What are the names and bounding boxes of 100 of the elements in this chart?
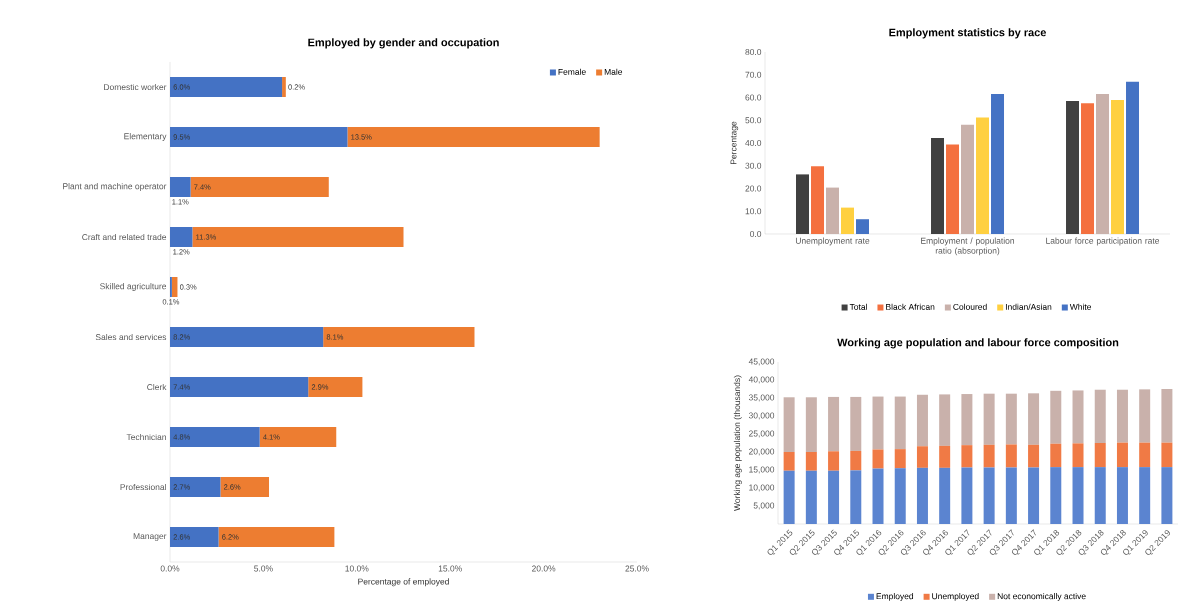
bar [170, 176, 191, 197]
legend-label: Coloured [953, 303, 987, 310]
x-tick-label: 0.0% [160, 565, 180, 572]
y-tick-label: 10.0 [745, 208, 762, 215]
bar [939, 445, 951, 468]
bar [946, 144, 960, 234]
bar [1094, 467, 1106, 524]
bar [1050, 443, 1062, 468]
y-tick-label: 20,000 [749, 448, 775, 456]
bar [1161, 389, 1173, 443]
bar [796, 174, 810, 234]
y-tick-label: 50.0 [745, 117, 762, 124]
bar [1139, 442, 1151, 468]
y-tick-label: 70.0 [745, 71, 762, 78]
bar [1081, 103, 1095, 234]
x-tick-label: Employment / population ratio (absorption) [921, 237, 1015, 256]
y-tick-label: 25,000 [749, 430, 775, 438]
legend-label: Unemployed [932, 592, 979, 601]
x-axis-title: Percentage of employed [358, 578, 449, 587]
y-tick-label: 60.0 [745, 94, 762, 101]
bar [856, 219, 870, 234]
bar [323, 327, 475, 347]
bar [1116, 389, 1128, 443]
bar [1094, 389, 1106, 443]
bar [1072, 443, 1084, 468]
bar [961, 467, 973, 524]
y-tick-label: Professional [120, 483, 166, 491]
y-tick-label: 45,000 [748, 358, 775, 366]
bar [805, 397, 817, 452]
y-tick-label: 80.0 [745, 49, 762, 55]
bar [916, 446, 928, 468]
bar [961, 445, 973, 468]
y-tick-label: 0.0 [750, 231, 762, 237]
y-tick-label: 15,000 [749, 466, 775, 474]
bar [1072, 390, 1084, 444]
bar [259, 427, 337, 447]
bar [170, 427, 260, 447]
bar [1005, 393, 1017, 445]
y-tick-label: 30,000 [748, 412, 775, 420]
y-tick-label: 30.0 [745, 162, 762, 169]
bar [192, 226, 404, 247]
bar [1066, 100, 1080, 234]
bar [894, 449, 906, 469]
bar [1116, 467, 1128, 524]
bar [1161, 442, 1173, 468]
legend-label: Total [849, 303, 867, 310]
bar [828, 396, 840, 452]
bar [170, 327, 324, 347]
y-tick-label: Sales and services [95, 333, 167, 341]
bar [850, 396, 862, 451]
bar [1028, 467, 1040, 524]
bar [1116, 442, 1128, 468]
chart-title: Employment statistics by race [889, 28, 1046, 39]
x-tick-label: 25.0% [625, 565, 649, 572]
legend-label: Not economically active [997, 592, 1086, 601]
bar [828, 451, 840, 471]
legend-label: Female [558, 68, 586, 75]
bar [282, 76, 286, 97]
bar [983, 467, 995, 524]
y-axis-title: Working age population (thousands) [733, 375, 742, 511]
bar [1028, 444, 1040, 468]
y-tick-label: Domestic worker [104, 83, 167, 91]
bar [850, 470, 862, 524]
x-tick-label: 5.0% [254, 565, 273, 572]
bar [1094, 443, 1106, 468]
y-tick-label: 40,000 [748, 376, 775, 384]
bar [805, 452, 817, 471]
chart-title: Employed by gender and occupation [308, 38, 499, 49]
bar [170, 76, 283, 97]
bar [894, 468, 906, 524]
y-tick-label: Craft and related trade [82, 233, 167, 241]
bar [961, 394, 973, 446]
legend-label: White [1069, 303, 1092, 310]
bar [1139, 467, 1151, 524]
y-axis-title: Percentage [730, 121, 739, 164]
bar [894, 396, 906, 450]
bar [170, 226, 193, 247]
bar [850, 450, 862, 471]
bar [828, 470, 840, 524]
bar [872, 449, 884, 469]
bar [220, 477, 270, 497]
bar [872, 468, 884, 524]
bar [1028, 393, 1040, 445]
chart-title: Working age population and labour force composition [837, 338, 1119, 349]
y-tick-label: 40.0 [745, 140, 762, 146]
y-tick-label: Clerk [147, 383, 167, 391]
x-tick-label: 10.0% [345, 565, 369, 572]
bar [1096, 94, 1110, 234]
bar [308, 377, 363, 397]
bar [783, 397, 795, 452]
bar [170, 126, 348, 147]
y-tick-label: Manager [133, 533, 167, 541]
bar [939, 394, 951, 446]
bar [939, 467, 951, 524]
bar [1139, 389, 1151, 443]
bar [991, 94, 1005, 234]
bar [916, 394, 928, 447]
y-tick-label: Skilled agriculture [100, 283, 167, 291]
bar [170, 377, 309, 397]
y-tick-label: Plant and machine operator [63, 183, 167, 191]
